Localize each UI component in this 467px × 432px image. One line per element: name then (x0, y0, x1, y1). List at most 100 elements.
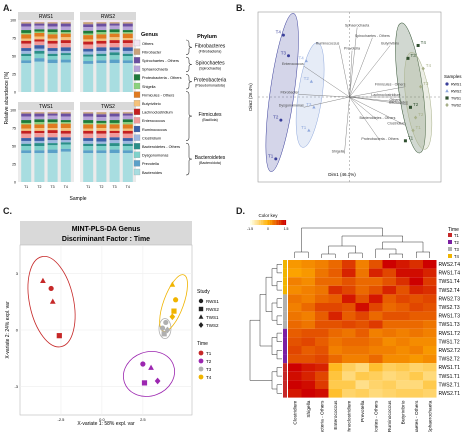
a-legend-label: Enterococcus (142, 119, 165, 123)
d-time-swatch (448, 233, 452, 237)
a-bar-segment (34, 119, 45, 123)
a-bar-segment (96, 23, 107, 27)
b-point-label: T2 (304, 76, 310, 81)
a-legend-swatch (133, 151, 141, 158)
d-heatmap-cell (328, 389, 342, 398)
d-row-label: TWS1.T1 (439, 374, 460, 380)
c-ytick: -3 (14, 384, 18, 389)
a-bar-segment (109, 29, 120, 33)
a-legend-swatch (133, 125, 141, 133)
a-legend-label: Clostridium (142, 136, 161, 140)
a-bar-segment (83, 41, 94, 45)
a-bar-segment (60, 23, 71, 27)
b-vector-label: Clostridium (387, 121, 405, 125)
a-bar-segment (96, 112, 107, 115)
a-bar-segment (109, 22, 120, 24)
a-bar-segment (83, 122, 94, 125)
b-vector-arrow (349, 27, 358, 98)
d-heatmap-cell (396, 389, 410, 398)
d-colorkey-step (284, 220, 287, 225)
a-bar-segment (83, 48, 94, 52)
b-vector-arrow (303, 96, 350, 108)
b-point (309, 79, 314, 83)
d-time-swatch (448, 247, 452, 251)
a-ytick: 75 (12, 127, 16, 131)
a-legend-label: Firmicutes - Others (142, 93, 174, 97)
a-bar-segment (60, 47, 71, 51)
b-ellipse-tws2 (404, 52, 433, 150)
d-heatmap-cell (301, 268, 315, 278)
d-heatmap-cell (409, 389, 423, 398)
a-bar-segment (83, 146, 94, 151)
d-row-label: TWS2.T4 (439, 288, 460, 294)
a-bar-segment (21, 43, 32, 49)
b-vector-arrow (349, 96, 378, 121)
a-facet-strip (18, 102, 74, 110)
b-point (287, 54, 290, 58)
d-heatmap-cell (409, 363, 423, 372)
a-bar-segment (83, 51, 94, 55)
d-row-label: TWS1.T4 (439, 279, 460, 285)
a-facet-tws2: TWS2 T1 T2 T3 T4 (80, 102, 136, 189)
d-sidebar-cell (283, 285, 287, 295)
b-point (312, 105, 316, 109)
c-point (140, 361, 146, 367)
b-legend-label: RWS2 (451, 90, 461, 94)
a-bar-segment (122, 150, 133, 154)
a-bar-segment (21, 22, 32, 24)
a-bar-segment (96, 56, 107, 61)
d-heatmap-cell (423, 268, 437, 278)
a-bar-segment (34, 130, 45, 134)
a-bar-segment (47, 23, 58, 27)
a-bar-segment (60, 140, 71, 143)
d-colorkey-step (259, 220, 261, 225)
a-legend-swatch (133, 143, 141, 150)
d-col-dendro-link (294, 251, 309, 258)
d-heatmap-cell (382, 320, 396, 329)
c-study-label: RWS1 (206, 299, 219, 304)
a-bar-segment (60, 113, 71, 117)
d-heatmap-cell (355, 354, 369, 364)
a-legend-swatch (133, 91, 141, 98)
a-phylum-sub: (Bacteroidota) (199, 161, 221, 165)
d-heatmap-cell (288, 294, 302, 303)
a-bar-segment (109, 40, 120, 44)
a-bar-segment (60, 40, 71, 44)
a-bar-segment (60, 43, 71, 48)
a-bar-segment (47, 29, 58, 33)
a-bar-segment (83, 39, 94, 42)
d-colorkey-step (269, 220, 272, 225)
a-bar-segment (47, 32, 58, 35)
a-legend-label: Proteobacteria - Others (142, 76, 182, 80)
a-phylum-title: Phylum (197, 34, 217, 40)
a-bar-segment (122, 115, 133, 120)
d-heatmap-cell (369, 337, 383, 346)
b-point (304, 59, 308, 63)
a-bar-segment (109, 124, 120, 129)
a-bar-segment (34, 150, 45, 154)
b-point-label: T4 (426, 63, 432, 68)
a-bar-segment (34, 20, 45, 23)
b-legend-title: Samples (444, 74, 462, 79)
a-bar-segment (60, 50, 71, 54)
d-sidebar-cell (283, 260, 287, 269)
a-bar-segment (96, 143, 107, 146)
a-bar-segment (96, 34, 107, 39)
d-heatmap-cell (369, 371, 383, 381)
d-colorkey-step (251, 220, 254, 225)
d-heatmap-cell (355, 260, 369, 269)
a-bar-segment (60, 32, 71, 34)
d-heatmap-cell (342, 354, 356, 364)
a-facets: RWS1 100 75 50 25 0 RWS2 TWS1 100 75 50 25 0 T1 T2 T3 T4… (10, 12, 136, 189)
a-bar-segment (47, 128, 58, 131)
b-vector-label: Fibrobacter (280, 90, 299, 94)
panel-letter-d: D. (236, 206, 245, 216)
a-bar-segment (21, 38, 32, 41)
d-column-label: Ruminococcus (387, 400, 393, 432)
a-bar-segment (109, 128, 120, 131)
a-phylum-bracket (185, 56, 193, 73)
a-bar-segment (47, 40, 58, 44)
d-row-dendro-link (249, 319, 272, 381)
b-ellipse-rws1 (265, 13, 299, 172)
a-facet-label: TWS2 (101, 104, 115, 110)
